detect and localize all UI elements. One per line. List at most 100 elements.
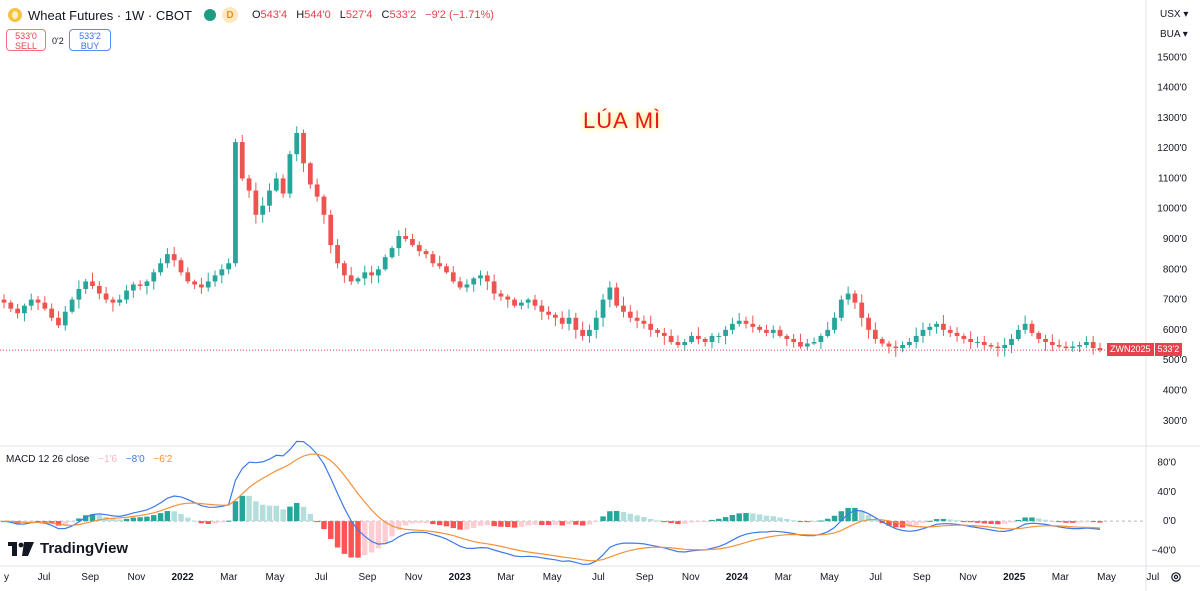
- macd-histogram-bar: [852, 507, 858, 522]
- macd-histogram-bar: [151, 515, 157, 522]
- macd-histogram-bar: [927, 520, 933, 522]
- macd-histogram-bar: [634, 515, 640, 522]
- candle-body: [818, 335, 824, 343]
- candle-body: [273, 178, 279, 191]
- macd-histogram-bar: [859, 510, 865, 522]
- macd-histogram-bar: [736, 513, 742, 522]
- macd-histogram-bar: [198, 521, 205, 524]
- candle-body: [573, 317, 579, 330]
- settings-gear-icon[interactable]: [1170, 571, 1182, 583]
- candle-body: [777, 329, 783, 336]
- macd-histogram-bar: [668, 521, 674, 524]
- macd-histogram-bar: [1076, 521, 1083, 523]
- macd-histogram-bar: [219, 521, 225, 523]
- candle-body: [845, 293, 851, 300]
- candle-body: [621, 305, 626, 312]
- time-tick-label: May: [543, 572, 562, 583]
- candle-body: [192, 281, 197, 285]
- candle-body: [151, 272, 157, 282]
- macd-histogram-bar: [464, 521, 470, 530]
- candle-body: [675, 342, 681, 346]
- macd-histogram-bar: [76, 518, 82, 522]
- macd-histogram-bar: [511, 521, 518, 528]
- macd-histogram-bar: [505, 521, 511, 528]
- candle-body: [410, 239, 415, 246]
- macd-histogram-bar: [763, 515, 770, 522]
- candle-body: [607, 287, 613, 300]
- ohlc-values: O543'4 H544'0 L527'4 C533'2 −9'2 (−1.71%…: [251, 9, 494, 21]
- macd-histogram-bar: [62, 521, 68, 525]
- candle-body: [355, 278, 361, 282]
- macd-histogram-bar: [777, 517, 783, 522]
- candle-body: [103, 293, 109, 300]
- macd-histogram-bar: [123, 518, 130, 522]
- candle-body: [389, 248, 395, 258]
- candle-body: [260, 205, 266, 215]
- last-price-symbol: ZWN2025: [1107, 343, 1154, 357]
- candle-body: [627, 311, 633, 318]
- candle-body: [791, 338, 797, 343]
- macd-histogram-bar: [552, 521, 559, 526]
- candle-body: [947, 329, 953, 333]
- time-tick-label: Mar: [220, 572, 238, 583]
- sell-button[interactable]: 533'0 SELL: [6, 29, 46, 51]
- candle-body: [1070, 346, 1076, 349]
- price-tick-label: 1200'0: [1157, 143, 1187, 154]
- macd-histogram-bar: [743, 512, 749, 522]
- macd-tick-label: −40'0: [1152, 545, 1177, 556]
- buy-button[interactable]: 533'2 BUY: [69, 29, 111, 51]
- macd-line: [3, 440, 1101, 565]
- macd-histogram-bar: [702, 521, 708, 523]
- chart-annotation[interactable]: LÚA MÌ: [583, 108, 662, 133]
- time-tick-label: Jul: [1146, 572, 1159, 583]
- candle-body: [90, 281, 95, 286]
- macd-histogram-bar: [886, 521, 892, 526]
- chart-title[interactable]: Wheat Futures · 1W · CBOT: [28, 7, 192, 23]
- tradingview-logo[interactable]: TradingView: [8, 540, 128, 557]
- candle-body: [1043, 338, 1048, 343]
- candle-body: [695, 335, 701, 339]
- time-tick-label: May: [1097, 572, 1116, 583]
- candle-body: [219, 269, 225, 276]
- macd-histogram-bar: [157, 513, 164, 522]
- macd-histogram-bar: [484, 521, 491, 526]
- macd-histogram-bar: [130, 517, 137, 522]
- candle-body: [934, 323, 940, 327]
- macd-histogram-bar: [756, 514, 763, 522]
- currency-selector[interactable]: USX ▾: [1160, 9, 1189, 20]
- unit-selector[interactable]: BUA ▾: [1160, 29, 1188, 40]
- macd-histogram-bar: [831, 515, 838, 522]
- time-tick-label: Mar: [775, 572, 793, 583]
- candle-body: [553, 314, 558, 318]
- macd-histogram-bar: [872, 519, 879, 522]
- macd-histogram-bar: [232, 501, 239, 522]
- candle-body: [124, 290, 129, 300]
- price-tick-label: 1100'0: [1158, 173, 1187, 184]
- candle-body: [335, 245, 340, 264]
- macd-histogram-bar: [838, 511, 845, 522]
- macd-histogram-bar: [675, 521, 681, 525]
- candle-body: [8, 302, 14, 309]
- macd-histogram-bar: [477, 521, 484, 526]
- macd-histogram-bar: [300, 506, 307, 522]
- candle-body: [941, 323, 946, 330]
- candle-body: [403, 235, 409, 240]
- candle-body: [784, 335, 790, 339]
- macd-histogram-bar: [212, 521, 218, 524]
- candle-body: [702, 338, 708, 343]
- candle-body: [226, 263, 232, 270]
- macd-histogram-bar: [532, 521, 538, 525]
- market-status-icon[interactable]: [203, 9, 216, 21]
- macd-histogram-bar: [293, 502, 300, 522]
- candle-body: [430, 254, 436, 264]
- candle-body: [239, 142, 245, 179]
- macd-histogram-bar: [239, 495, 245, 522]
- candle-body: [130, 284, 136, 291]
- candle-body: [954, 332, 960, 336]
- macd-legend[interactable]: MACD 12 26 close −1'6 −8'0 −6'2: [6, 454, 172, 465]
- interval-badge[interactable]: D: [221, 7, 238, 23]
- macd-histogram-bar: [259, 504, 266, 522]
- macd-histogram-bar: [1022, 517, 1028, 522]
- macd-histogram-bar: [334, 521, 341, 548]
